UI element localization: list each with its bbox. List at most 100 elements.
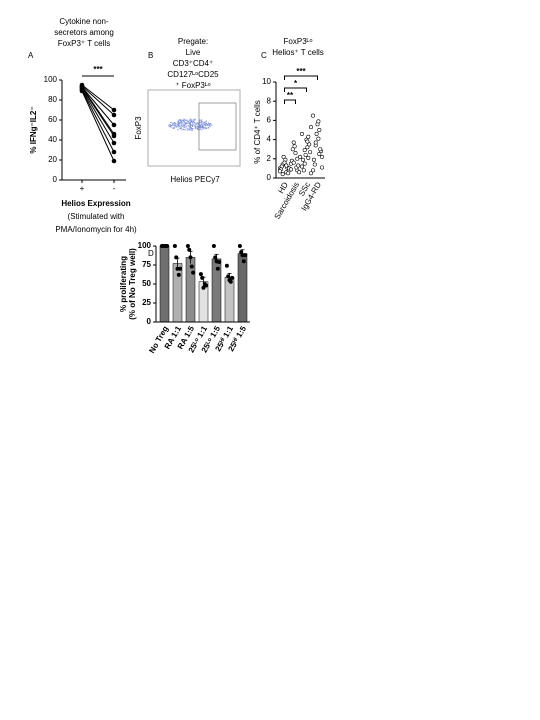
pair-line: [81, 86, 115, 135]
event-dot: [177, 124, 180, 126]
y-tick-label: 0: [147, 317, 152, 326]
event-dot: [179, 119, 182, 121]
panel-label: D: [148, 249, 154, 258]
pair-line: [81, 87, 115, 137]
significance-bracket: [284, 75, 318, 80]
pair-line: [81, 84, 115, 111]
event-dot: [180, 123, 183, 125]
pair-line: [81, 88, 115, 144]
event-dot: [182, 120, 185, 122]
chart-title: secretors among: [54, 28, 114, 37]
event-dot: [180, 120, 182, 123]
significance: ***: [93, 65, 103, 74]
y-tick-label: 100: [138, 241, 152, 250]
event-dot: [187, 125, 189, 127]
point: [307, 142, 312, 147]
significance-bracket: [284, 87, 307, 92]
event-dot: [182, 128, 185, 131]
event-dot: [190, 129, 192, 131]
y-tick-label: 80: [48, 95, 57, 104]
x-axis-label: PMA/Ionomycin for 4h): [55, 225, 137, 234]
event-dot: [175, 126, 178, 128]
event-dot: [205, 120, 207, 122]
event-dot: [184, 119, 186, 121]
point: [284, 163, 289, 168]
chart-title: FoxP3⁺ T cells: [58, 39, 110, 48]
gate: [198, 102, 237, 151]
point: [297, 170, 302, 175]
point: [308, 171, 313, 176]
point: [310, 168, 315, 173]
point: [111, 107, 117, 113]
event-dot: [189, 118, 191, 120]
event-dot: [175, 122, 177, 125]
x-tick-label: +: [80, 184, 85, 193]
point: [111, 112, 117, 118]
event-dot: [202, 128, 204, 130]
event-dot: [170, 121, 172, 124]
y-tick-label: 8: [267, 96, 272, 105]
point: [79, 88, 85, 94]
event-dot: [190, 118, 193, 121]
point: [200, 275, 205, 280]
significance-bracket: [284, 99, 296, 104]
point: [187, 247, 192, 252]
event-dot: [206, 124, 209, 126]
point: [316, 136, 321, 141]
event-dot: [192, 119, 195, 121]
point: [318, 147, 323, 152]
point: [174, 255, 179, 260]
y-tick-label: 10: [262, 77, 271, 86]
event-dot: [197, 123, 199, 125]
point: [308, 125, 313, 130]
event-dot: [200, 126, 202, 128]
event-dot: [186, 129, 189, 131]
chart-title: Live: [186, 48, 201, 57]
point: [296, 163, 301, 168]
x-axis-label: (Stimulated with: [68, 212, 125, 221]
point: [204, 283, 209, 288]
event-dot: [173, 125, 175, 127]
point: [286, 171, 291, 176]
event-dot: [183, 121, 185, 123]
point: [111, 122, 117, 128]
event-dot: [173, 123, 176, 125]
point: [308, 150, 313, 155]
bar: [224, 276, 235, 323]
point: [301, 168, 306, 173]
point: [185, 244, 190, 248]
point: [189, 264, 194, 269]
point: [281, 154, 286, 159]
event-dot: [191, 122, 194, 124]
event-dot: [183, 124, 186, 126]
point: [319, 165, 324, 170]
point: [300, 157, 305, 162]
point: [317, 152, 322, 157]
event-dot: [177, 120, 180, 123]
event-dot: [199, 124, 201, 127]
point: [111, 158, 117, 164]
point: [211, 244, 216, 248]
point: [306, 134, 311, 139]
pair-line: [81, 86, 115, 126]
event-dot: [202, 125, 204, 128]
point: [310, 113, 315, 118]
event-dot: [196, 126, 199, 129]
x-axis-label: Helios Expression: [61, 199, 130, 208]
point: [290, 147, 295, 152]
event-dot: [193, 119, 196, 121]
event-dot: [170, 125, 173, 127]
event-dot: [183, 118, 185, 120]
point: [319, 154, 324, 159]
point: [178, 266, 183, 271]
event-dot: [188, 122, 190, 124]
point: [165, 244, 170, 248]
point: [305, 139, 310, 144]
plot-frame: [147, 89, 241, 167]
point: [213, 255, 218, 260]
y-axis-label: (% of No Treg well): [128, 248, 137, 320]
point: [316, 119, 321, 124]
event-dot: [168, 123, 170, 126]
y-tick-label: 100: [44, 75, 58, 84]
